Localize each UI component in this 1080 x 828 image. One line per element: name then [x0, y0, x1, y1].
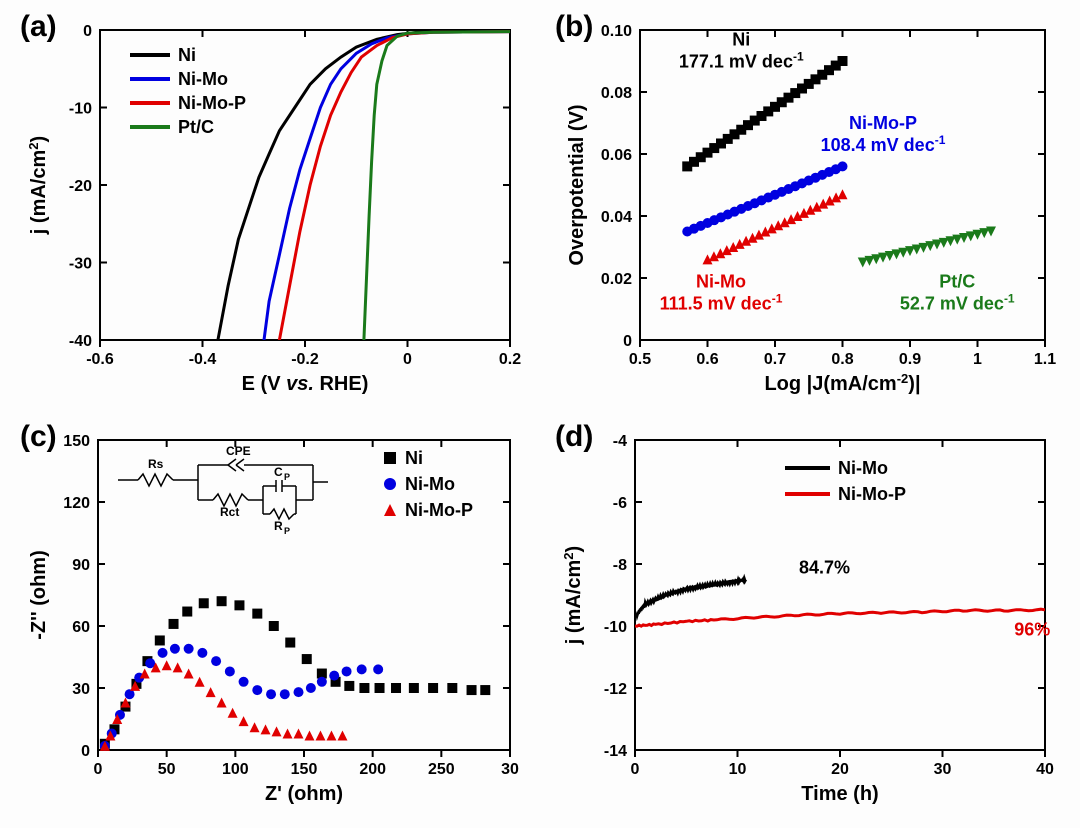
svg-text:0: 0 [83, 23, 92, 40]
chart-b: 0.5 0.6 0.7 0.8 0.9 1 1.1 0 0.02 0.04 0.06 0.08 0.10… [555, 10, 1060, 400]
svg-text:Ni-Mo-P: Ni-Mo-P [849, 113, 917, 133]
panel-b: (b) 0.5 0.6 0.7 0.8 0.9 1 1.1 0 0.02 0.04 0.06 0.08… [555, 10, 1060, 400]
svg-text:Pt/C: Pt/C [178, 117, 214, 137]
svg-text:60: 60 [72, 619, 90, 636]
svg-text:50: 50 [158, 761, 176, 778]
svg-text:0.7: 0.7 [764, 351, 786, 368]
svg-text:P: P [284, 526, 290, 536]
svg-text:150: 150 [63, 433, 90, 450]
svg-text:Ni-Mo: Ni-Mo [696, 271, 746, 291]
svg-text:Rct: Rct [220, 505, 239, 519]
svg-text:Z' (ohm): Z' (ohm) [265, 783, 343, 805]
figure-grid: (a) -0.6-0.4-0.200.2-40-30-20-100E (V vs… [0, 0, 1080, 828]
svg-text:-20: -20 [69, 178, 92, 195]
svg-text:-30: -30 [69, 256, 92, 273]
svg-text:0: 0 [81, 743, 90, 760]
svg-text:E (V vs. RHE): E (V vs. RHE) [242, 373, 369, 395]
svg-text:30: 30 [501, 761, 519, 778]
svg-text:0.8: 0.8 [831, 351, 853, 368]
svg-text:90: 90 [72, 557, 90, 574]
panel-label-a: (a) [20, 10, 57, 44]
svg-text:0: 0 [623, 333, 632, 350]
svg-text:200: 200 [359, 761, 386, 778]
svg-text:40: 40 [1036, 761, 1054, 778]
svg-text:100: 100 [222, 761, 249, 778]
svg-text:0.10: 0.10 [601, 23, 632, 40]
svg-text:-Z'' (ohm): -Z'' (ohm) [28, 550, 50, 639]
svg-text:Time (h): Time (h) [801, 783, 878, 805]
svg-text:Ni-Mo-P: Ni-Mo-P [405, 500, 473, 520]
svg-text:108.4 mV dec-1: 108.4 mV dec-1 [821, 133, 946, 155]
svg-text:120: 120 [63, 495, 90, 512]
svg-text:-0.4: -0.4 [189, 351, 217, 368]
svg-text:-0.2: -0.2 [291, 351, 319, 368]
svg-text:1.1: 1.1 [1034, 351, 1056, 368]
svg-text:Ni: Ni [732, 30, 750, 50]
svg-text:CPE: CPE [226, 444, 251, 458]
svg-text:96%: 96% [1014, 619, 1050, 639]
svg-text:Log |J(mA/cm-2)|: Log |J(mA/cm-2)| [764, 371, 920, 396]
svg-text:0: 0 [94, 761, 103, 778]
chart-c: 050100150200250300306090120150Z' (ohm)-Z… [20, 420, 525, 810]
panel-a: (a) -0.6 -0.4 -0.2 0 0.2 -40 -30 -20 -10 0 E (V vs… [20, 10, 525, 400]
svg-text:84.7%: 84.7% [799, 557, 850, 577]
panel-label-c: (c) [20, 420, 57, 454]
panel-c: (c) 050100150200250300306090120150Z' (oh… [20, 420, 525, 810]
svg-text:-6: -6 [613, 495, 627, 512]
svg-text:-40: -40 [69, 333, 92, 350]
svg-text:Pt/C: Pt/C [939, 271, 975, 291]
svg-text:10: 10 [729, 761, 747, 778]
svg-text:j (mA/cm2): j (mA/cm2) [26, 136, 51, 235]
svg-text:0.04: 0.04 [601, 209, 632, 226]
svg-text:Overpotential (V): Overpotential (V) [566, 104, 588, 265]
svg-text:0.2: 0.2 [499, 351, 521, 368]
svg-text:R: R [274, 519, 283, 533]
svg-text:20: 20 [831, 761, 849, 778]
svg-text:Ni-Mo: Ni-Mo [405, 474, 455, 494]
panel-label-b: (b) [555, 10, 593, 44]
svg-text:0.08: 0.08 [601, 85, 632, 102]
svg-text:0.06: 0.06 [601, 147, 632, 164]
svg-text:Ni-Mo: Ni-Mo [178, 69, 228, 89]
svg-text:j (mA/cm2): j (mA/cm2) [561, 546, 586, 645]
svg-text:P: P [284, 472, 290, 482]
svg-text:30: 30 [72, 681, 90, 698]
svg-text:52.7 mV dec-1: 52.7 mV dec-1 [900, 291, 1015, 313]
svg-text:C: C [274, 465, 283, 479]
svg-text:-0.6: -0.6 [86, 351, 114, 368]
chart-a: -0.6 -0.4 -0.2 0 0.2 -40 -30 -20 -10 0 E (V vs. RH… [20, 10, 525, 400]
svg-text:177.1 mV dec-1: 177.1 mV dec-1 [679, 50, 804, 72]
svg-text:Ni: Ni [178, 45, 196, 65]
svg-text:-14: -14 [604, 743, 627, 760]
svg-text:-10: -10 [69, 101, 92, 118]
svg-text:Ni: Ni [405, 448, 423, 468]
svg-text:111.5 mV dec-1: 111.5 mV dec-1 [660, 291, 783, 313]
svg-text:0.5: 0.5 [629, 351, 651, 368]
svg-text:Ni-Mo-P: Ni-Mo-P [838, 484, 906, 504]
svg-text:Ni-Mo: Ni-Mo [838, 458, 888, 478]
svg-text:150: 150 [291, 761, 318, 778]
svg-text:0.02: 0.02 [601, 271, 632, 288]
panel-d: (d) 0 10 20 30 40 -14 -12 -10 -8 -6 -4 Time (h) j (m… [555, 420, 1060, 810]
panel-label-d: (d) [555, 420, 593, 454]
svg-text:Rs: Rs [148, 457, 164, 471]
svg-text:-10: -10 [604, 619, 627, 636]
svg-text:-8: -8 [613, 557, 627, 574]
svg-text:-12: -12 [604, 681, 627, 698]
svg-text:30: 30 [934, 761, 952, 778]
svg-text:0.9: 0.9 [899, 351, 921, 368]
svg-text:-4: -4 [613, 433, 627, 450]
svg-text:0.6: 0.6 [696, 351, 718, 368]
chart-d: 0 10 20 30 40 -14 -12 -10 -8 -6 -4 Time (h) j (mA/cm… [555, 420, 1060, 810]
svg-text:Ni-Mo-P: Ni-Mo-P [178, 93, 246, 113]
svg-text:0: 0 [403, 351, 412, 368]
svg-text:0: 0 [631, 761, 640, 778]
svg-text:1: 1 [973, 351, 982, 368]
svg-text:250: 250 [428, 761, 455, 778]
